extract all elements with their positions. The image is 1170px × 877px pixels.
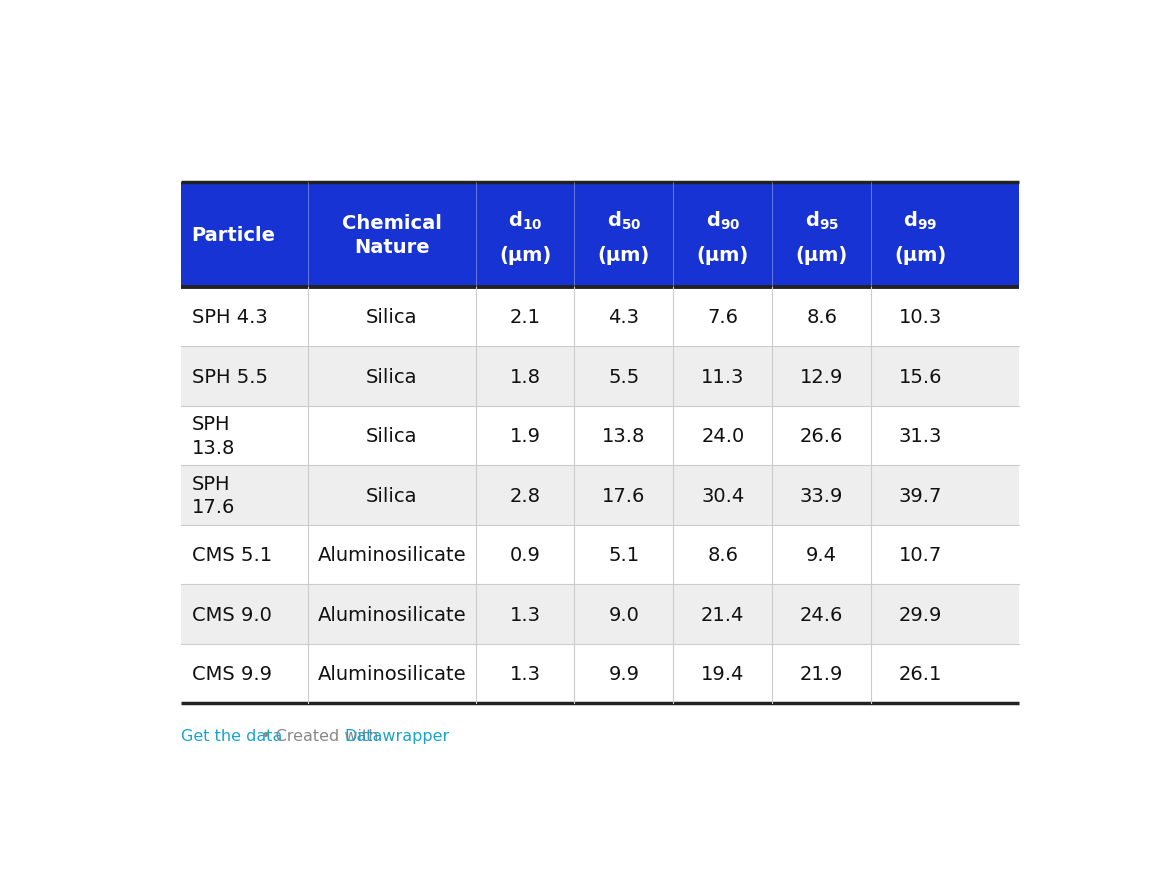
Text: Chemical
Nature: Chemical Nature bbox=[342, 214, 442, 256]
Text: 17.6: 17.6 bbox=[603, 486, 646, 505]
Text: SPH 5.5: SPH 5.5 bbox=[192, 367, 268, 386]
Text: 8.6: 8.6 bbox=[806, 308, 838, 327]
Text: 10.7: 10.7 bbox=[899, 545, 942, 565]
Text: Silica: Silica bbox=[366, 308, 418, 327]
Text: (μm): (μm) bbox=[598, 246, 651, 265]
Text: 21.4: 21.4 bbox=[701, 605, 744, 624]
Text: 1.9: 1.9 bbox=[510, 426, 541, 446]
Text: Get the data: Get the data bbox=[180, 729, 282, 744]
Text: 19.4: 19.4 bbox=[701, 665, 744, 683]
Text: 2.1: 2.1 bbox=[510, 308, 541, 327]
Text: 24.0: 24.0 bbox=[701, 426, 744, 446]
Bar bbox=[180, 466, 1019, 525]
Text: SPH
17.6: SPH 17.6 bbox=[192, 474, 235, 517]
Text: Aluminosilicate: Aluminosilicate bbox=[317, 605, 466, 624]
Text: Silica: Silica bbox=[366, 367, 418, 386]
Text: 1.3: 1.3 bbox=[510, 605, 541, 624]
Text: (μm): (μm) bbox=[498, 246, 551, 265]
Bar bbox=[180, 183, 1019, 288]
Text: SPH 4.3: SPH 4.3 bbox=[192, 308, 267, 327]
Bar bbox=[180, 406, 1019, 466]
Text: d$_{\mathbf{90}}$: d$_{\mathbf{90}}$ bbox=[706, 210, 739, 232]
Text: SPH
13.8: SPH 13.8 bbox=[192, 415, 235, 458]
Text: 5.5: 5.5 bbox=[608, 367, 640, 386]
Text: d$_{\mathbf{99}}$: d$_{\mathbf{99}}$ bbox=[903, 210, 937, 232]
Text: (μm): (μm) bbox=[796, 246, 848, 265]
Text: 7.6: 7.6 bbox=[708, 308, 738, 327]
Text: 9.0: 9.0 bbox=[608, 605, 639, 624]
Text: 10.3: 10.3 bbox=[899, 308, 942, 327]
Text: Silica: Silica bbox=[366, 486, 418, 505]
Text: 0.9: 0.9 bbox=[510, 545, 541, 565]
Bar bbox=[180, 644, 1019, 703]
Text: 24.6: 24.6 bbox=[800, 605, 844, 624]
Text: (μm): (μm) bbox=[894, 246, 947, 265]
Text: 1.8: 1.8 bbox=[510, 367, 541, 386]
Text: 39.7: 39.7 bbox=[899, 486, 942, 505]
Text: 2.8: 2.8 bbox=[510, 486, 541, 505]
Text: 9.9: 9.9 bbox=[608, 665, 640, 683]
Text: CMS 9.0: CMS 9.0 bbox=[192, 605, 271, 624]
Text: 31.3: 31.3 bbox=[899, 426, 942, 446]
Text: d$_{\mathbf{10}}$: d$_{\mathbf{10}}$ bbox=[508, 210, 542, 232]
Text: Aluminosilicate: Aluminosilicate bbox=[317, 545, 466, 565]
Text: d$_{\mathbf{95}}$: d$_{\mathbf{95}}$ bbox=[805, 210, 839, 232]
Text: CMS 9.9: CMS 9.9 bbox=[192, 665, 271, 683]
Bar bbox=[180, 525, 1019, 585]
Text: Datawrapper: Datawrapper bbox=[345, 729, 450, 744]
Bar bbox=[180, 347, 1019, 406]
Text: Aluminosilicate: Aluminosilicate bbox=[317, 665, 466, 683]
Text: 21.9: 21.9 bbox=[800, 665, 844, 683]
Text: 29.9: 29.9 bbox=[899, 605, 942, 624]
Text: 4.3: 4.3 bbox=[608, 308, 640, 327]
Text: Particle: Particle bbox=[192, 225, 276, 245]
Text: Silica: Silica bbox=[366, 426, 418, 446]
Text: 26.6: 26.6 bbox=[800, 426, 844, 446]
Text: d$_{\mathbf{50}}$: d$_{\mathbf{50}}$ bbox=[607, 210, 641, 232]
Text: 13.8: 13.8 bbox=[603, 426, 646, 446]
Bar bbox=[180, 288, 1019, 347]
Bar bbox=[180, 585, 1019, 644]
Text: 1.3: 1.3 bbox=[510, 665, 541, 683]
Text: 11.3: 11.3 bbox=[701, 367, 744, 386]
Text: 8.6: 8.6 bbox=[708, 545, 738, 565]
Text: (μm): (μm) bbox=[696, 246, 749, 265]
Text: 26.1: 26.1 bbox=[899, 665, 942, 683]
Text: 9.4: 9.4 bbox=[806, 545, 838, 565]
Text: CMS 5.1: CMS 5.1 bbox=[192, 545, 271, 565]
Text: 15.6: 15.6 bbox=[899, 367, 942, 386]
Text: 33.9: 33.9 bbox=[800, 486, 844, 505]
Text: 5.1: 5.1 bbox=[608, 545, 640, 565]
Text: • Created with: • Created with bbox=[256, 729, 384, 744]
Text: 30.4: 30.4 bbox=[701, 486, 744, 505]
Text: 12.9: 12.9 bbox=[800, 367, 844, 386]
